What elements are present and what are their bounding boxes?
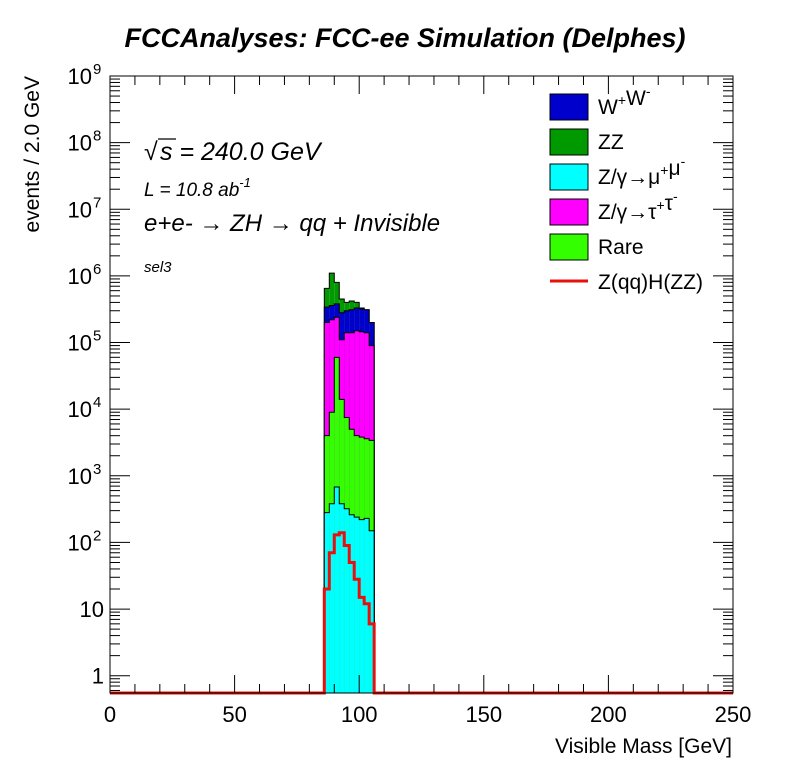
bar-z xyxy=(324,512,330,693)
outline-z xyxy=(323,486,375,693)
y-tick-label: 10 xyxy=(68,131,92,156)
y-tick-label: 10 xyxy=(68,530,92,555)
signal-line-group xyxy=(110,531,733,695)
bar-z xyxy=(359,519,365,693)
bar-z xyxy=(334,486,340,693)
legend-label-rare: Rare xyxy=(598,236,644,259)
selection-annotation: sel3 xyxy=(144,259,172,276)
y-tick-exponent: 8 xyxy=(93,128,101,145)
bar-z xyxy=(369,530,375,693)
y-axis-label: events / 2.0 GeV xyxy=(21,76,44,232)
y-tick-label: 10 xyxy=(68,397,92,422)
y-tick-exponent: 5 xyxy=(93,328,101,345)
legend-swatch-rare xyxy=(549,233,589,261)
legend-swatch-zz xyxy=(549,128,589,156)
y-tick-label: 10 xyxy=(68,264,92,289)
x-tick-label: 250 xyxy=(715,702,752,727)
x-tick-label: 150 xyxy=(465,702,502,727)
y-tick-label: 10 xyxy=(68,197,92,222)
x-axis-label: Visible Mass [GeV] xyxy=(555,735,732,758)
chart-title: FCCAnalyses: FCC-ee Simulation (Delphes) xyxy=(124,23,685,53)
y-tick-label: 10 xyxy=(80,597,104,622)
bar-z xyxy=(354,517,360,693)
outline-w-w xyxy=(323,303,375,693)
legend-swatch-z xyxy=(549,163,589,191)
legend-label-z: Z/γ→μ+μ- xyxy=(598,153,686,189)
y-tick-label: 10 xyxy=(68,464,92,489)
y-tick-label: 1 xyxy=(92,664,104,689)
y-tick-exponent: 3 xyxy=(93,461,101,478)
legend: W+W- ZZZ/γ→μ+μ-Z/γ→τ+τ- Rare Z(qq)H(ZZ) xyxy=(549,83,703,294)
y-tick-label: 10 xyxy=(68,331,92,356)
outline-rare xyxy=(323,356,375,693)
legend-swatch-z xyxy=(549,198,589,226)
bar-z xyxy=(329,503,335,693)
bar-z xyxy=(364,518,370,693)
lumi-annotation: L = 10.8 ab-1 xyxy=(144,175,251,201)
y-tick-exponent: 6 xyxy=(93,261,101,278)
y-tick-exponent: 2 xyxy=(93,527,101,544)
bar-z xyxy=(339,503,345,693)
x-tick-label: 200 xyxy=(590,702,627,727)
legend-label-z-qq-h-zz: Z(qq)H(ZZ) xyxy=(598,271,703,294)
stack-z xyxy=(323,486,375,693)
bar-z xyxy=(349,514,355,693)
y-tick-exponent: 9 xyxy=(93,61,101,78)
sqrt-symbol: √ xyxy=(144,138,158,166)
process-annotation: e+e- → ZH → qq + Invisible xyxy=(144,210,440,237)
stacked-histogram xyxy=(323,272,375,693)
legend-label-w-w: W+W- xyxy=(598,83,651,119)
x-tick-label: 50 xyxy=(222,702,246,727)
signal-line xyxy=(110,531,733,695)
legend-swatch-w-w xyxy=(549,93,589,121)
x-tick-label: 0 xyxy=(104,702,116,727)
bar-z xyxy=(344,508,350,693)
y-tick-exponent: 7 xyxy=(93,194,101,211)
outline-z xyxy=(323,316,375,693)
plot-frame xyxy=(109,75,734,694)
legend-label-z: Z/γ→τ+τ- xyxy=(598,188,678,224)
annotations: √ s = 240.0 GeV L = 10.8 ab-1 e+e- → ZH … xyxy=(144,138,440,276)
x-tick-label: 100 xyxy=(341,702,378,727)
legend-label-zz: ZZ xyxy=(598,131,624,154)
y-tick-exponent: 4 xyxy=(93,394,101,411)
y-tick-label: 10 xyxy=(68,64,92,89)
sqrt-s-annotation: s = 240.0 GeV xyxy=(160,138,323,166)
x-axis: 0 50 100 150 200 250 xyxy=(104,76,751,727)
